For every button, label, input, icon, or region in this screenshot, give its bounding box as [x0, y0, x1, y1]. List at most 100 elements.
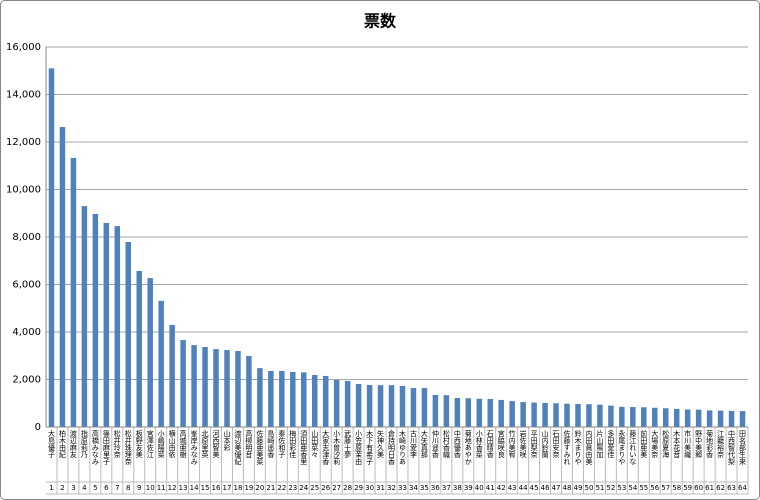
bar	[114, 226, 121, 427]
bar	[476, 398, 483, 427]
rank-label: 46	[541, 484, 550, 492]
y-tick-label: 8,000	[12, 232, 41, 243]
x-tick-label: 木下有希子	[366, 429, 374, 465]
bar	[147, 278, 153, 427]
rank-label: 64	[738, 484, 747, 492]
x-tick-label: 小木曽汐莉	[333, 429, 341, 465]
x-tick-label: 山内鈴蘭	[541, 429, 549, 459]
bar	[662, 408, 669, 427]
x-tick-label: 前田亜美	[640, 429, 648, 459]
x-tick-label: 渡辺麻友	[69, 429, 77, 459]
x-tick-label: 指原莉乃	[80, 429, 88, 459]
x-tick-label: 高柳明音	[245, 429, 253, 459]
x-tick-label: 佐藤亜美菜	[256, 429, 264, 466]
x-tick-label: 須田亜香里	[300, 429, 308, 465]
rank-label: 23	[288, 484, 297, 492]
bar	[487, 398, 493, 427]
bar	[619, 406, 625, 427]
x-tick-label: 篠田麻里子	[102, 429, 110, 465]
y-tick-label: 14,000	[6, 90, 41, 101]
bar	[311, 374, 318, 427]
rank-label: 39	[464, 484, 473, 492]
x-tick-label: 平田梨奈	[530, 430, 538, 458]
bar	[410, 388, 417, 427]
bar	[630, 407, 636, 427]
rank-label: 13	[179, 484, 188, 492]
rank-label: 3	[71, 484, 75, 492]
bar	[542, 403, 548, 427]
x-tick-label: 松井玲奈	[113, 429, 121, 458]
bar	[465, 398, 472, 427]
x-tick-label: 山田菜々	[311, 429, 319, 458]
rank-label: 17	[223, 484, 232, 492]
rank-label: 41	[486, 484, 495, 492]
x-tick-label: 横山由依	[168, 429, 176, 459]
rank-label: 1	[49, 484, 53, 492]
bar	[366, 384, 373, 427]
x-tick-label: 高橋みなみ	[91, 429, 99, 465]
x-tick-label: 石田晴香	[486, 430, 494, 459]
x-tick-label: 松原夏海	[662, 429, 670, 459]
rank-label: 14	[190, 484, 199, 492]
rank-label: 32	[387, 484, 396, 492]
y-tick-label: 12,000	[6, 137, 41, 148]
rank-label: 48	[563, 484, 572, 492]
bar	[597, 404, 603, 427]
bar	[443, 395, 450, 427]
bar	[608, 405, 614, 427]
bar	[498, 399, 504, 427]
x-tick-label: 梅田彩佳	[289, 429, 297, 458]
x-tick-label: 田名部生来	[739, 430, 747, 466]
rank-label: 45	[530, 484, 539, 492]
x-tick-label: 中西智代梨	[728, 429, 736, 466]
bar	[706, 410, 713, 427]
x-tick-label: 渡辺美優紀	[234, 429, 242, 465]
rank-label: 63	[727, 484, 736, 492]
rank-label: 4	[82, 484, 87, 492]
bar	[684, 409, 691, 427]
bar	[586, 404, 592, 427]
x-tick-label: 市川美織	[684, 429, 692, 459]
y-tick-label: 10,000	[6, 185, 41, 196]
rank-label: 52	[606, 484, 615, 492]
x-tick-label: 峯岸みなみ	[190, 430, 198, 465]
bar	[158, 300, 164, 427]
rank-label: 19	[244, 484, 253, 492]
chart-title: 票数	[364, 12, 397, 31]
bar	[48, 68, 55, 427]
x-tick-label: 木本花音	[673, 429, 681, 459]
x-tick-label: 木崎ゆりあ	[398, 429, 406, 465]
bar	[191, 345, 197, 427]
x-tick-label: 内田眞由美	[585, 429, 593, 466]
rank-label: 50	[584, 484, 593, 492]
rank-label: 37	[442, 484, 451, 492]
x-tick-label: 河西智美	[212, 430, 220, 459]
bar	[180, 340, 186, 427]
bar	[641, 407, 647, 427]
x-tick-label: 松村香織	[442, 429, 450, 459]
bar	[136, 270, 142, 427]
rank-label: 8	[126, 484, 130, 492]
rank-label: 57	[661, 484, 670, 492]
x-tick-label: 島崎遥香	[267, 429, 275, 459]
x-tick-label: 宮脇咲良	[497, 429, 505, 459]
bar	[213, 349, 219, 427]
x-tick-label: 藤江れいな	[629, 429, 637, 465]
bar	[728, 410, 735, 427]
x-tick-label: 佐藤すみれ	[563, 429, 571, 465]
rank-label: 47	[552, 484, 561, 492]
x-tick-label: 菊地彩香	[706, 429, 714, 459]
x-tick-label: 北原里英	[201, 430, 209, 459]
y-tick-label: 0	[35, 422, 41, 433]
bar	[344, 380, 351, 427]
bar	[301, 372, 307, 427]
x-tick-label: 多田愛佳	[607, 429, 615, 458]
x-tick-label: 石田安奈	[552, 430, 560, 458]
x-tick-label: 仲川遥香	[431, 429, 439, 459]
rank-label: 6	[104, 484, 109, 492]
bar	[224, 350, 230, 427]
rank-label: 11	[157, 484, 166, 492]
rank-label: 40	[475, 484, 484, 492]
y-tick-label: 6,000	[12, 280, 41, 291]
